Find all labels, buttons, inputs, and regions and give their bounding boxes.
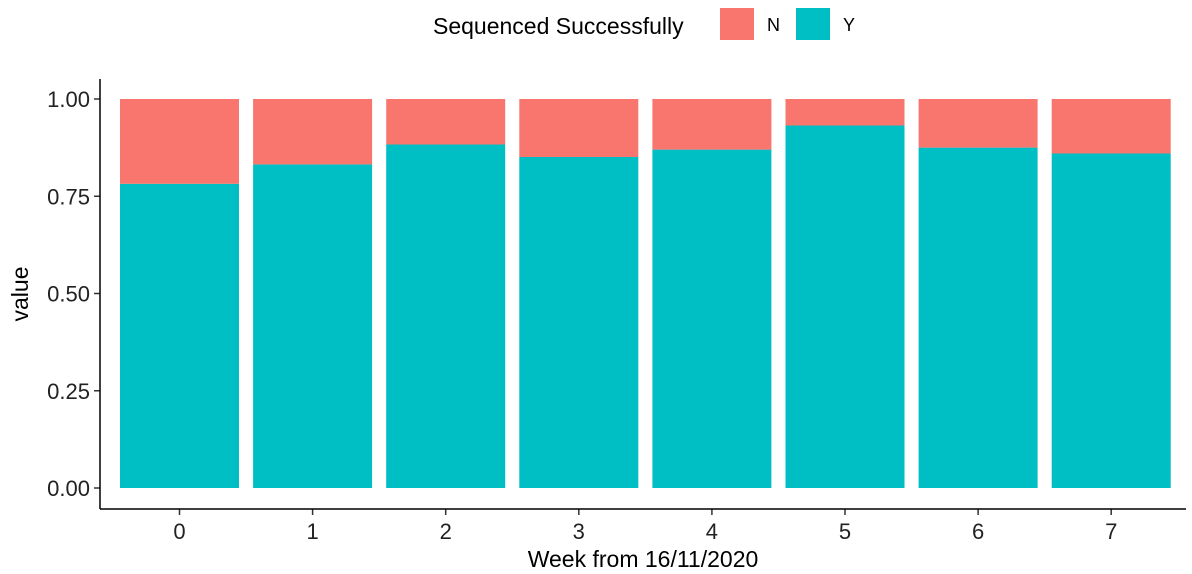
x-axis-title: Week from 16/11/2020 xyxy=(528,546,759,572)
x-tick-label: 1 xyxy=(306,519,318,544)
y-tick-label: 0.75 xyxy=(47,184,90,209)
bar-segment-n-week-2 xyxy=(386,99,506,145)
bar-segment-n-week-5 xyxy=(785,99,905,126)
x-tick-label: 3 xyxy=(573,519,585,544)
x-axis-ticks: 0 1 2 3 4 5 6 7 xyxy=(173,509,1117,544)
bar-segment-y-week-4 xyxy=(652,149,772,488)
y-tick-label: 0.50 xyxy=(47,282,90,307)
bars-layer xyxy=(120,99,1171,489)
bar-segment-n-week-4 xyxy=(652,99,772,150)
bar-segment-y-week-0 xyxy=(120,183,239,489)
x-tick-label: 0 xyxy=(173,519,185,544)
bar-segment-y-week-5 xyxy=(785,125,905,488)
bar-segment-n-week-6 xyxy=(918,99,1038,148)
x-tick-label: 5 xyxy=(839,519,851,544)
bar-segment-y-week-7 xyxy=(1051,153,1171,488)
y-tick-label: 0.00 xyxy=(47,476,90,501)
legend-label-n: N xyxy=(767,15,780,35)
legend-swatch-n xyxy=(720,8,754,40)
x-tick-label: 2 xyxy=(440,519,452,544)
bar-segment-y-week-2 xyxy=(386,144,506,488)
legend-title: Sequenced Successfully xyxy=(433,13,684,39)
plot-panel: 0.00 0.25 0.50 0.75 1.00 0 1 2 3 4 5 6 7 xyxy=(47,79,1186,544)
y-axis-ticks: 0.00 0.25 0.50 0.75 1.00 xyxy=(47,87,100,501)
legend-swatch-y xyxy=(796,8,830,40)
bar-segment-y-week-1 xyxy=(253,164,373,488)
x-tick-label: 4 xyxy=(706,519,718,544)
legend-label-y: Y xyxy=(843,15,855,35)
y-tick-label: 0.25 xyxy=(47,379,90,404)
y-axis-title: value xyxy=(7,267,33,322)
bar-segment-y-week-6 xyxy=(918,147,1038,488)
x-tick-label: 7 xyxy=(1105,519,1117,544)
bar-segment-n-week-3 xyxy=(519,99,639,157)
bar-segment-n-week-7 xyxy=(1051,99,1171,154)
legend: Sequenced Successfully N Y xyxy=(433,8,855,40)
bar-segment-n-week-0 xyxy=(120,99,239,184)
bar-segment-y-week-3 xyxy=(519,157,639,488)
x-tick-label: 6 xyxy=(972,519,984,544)
y-tick-label: 1.00 xyxy=(47,87,90,112)
bar-segment-n-week-1 xyxy=(253,99,373,165)
